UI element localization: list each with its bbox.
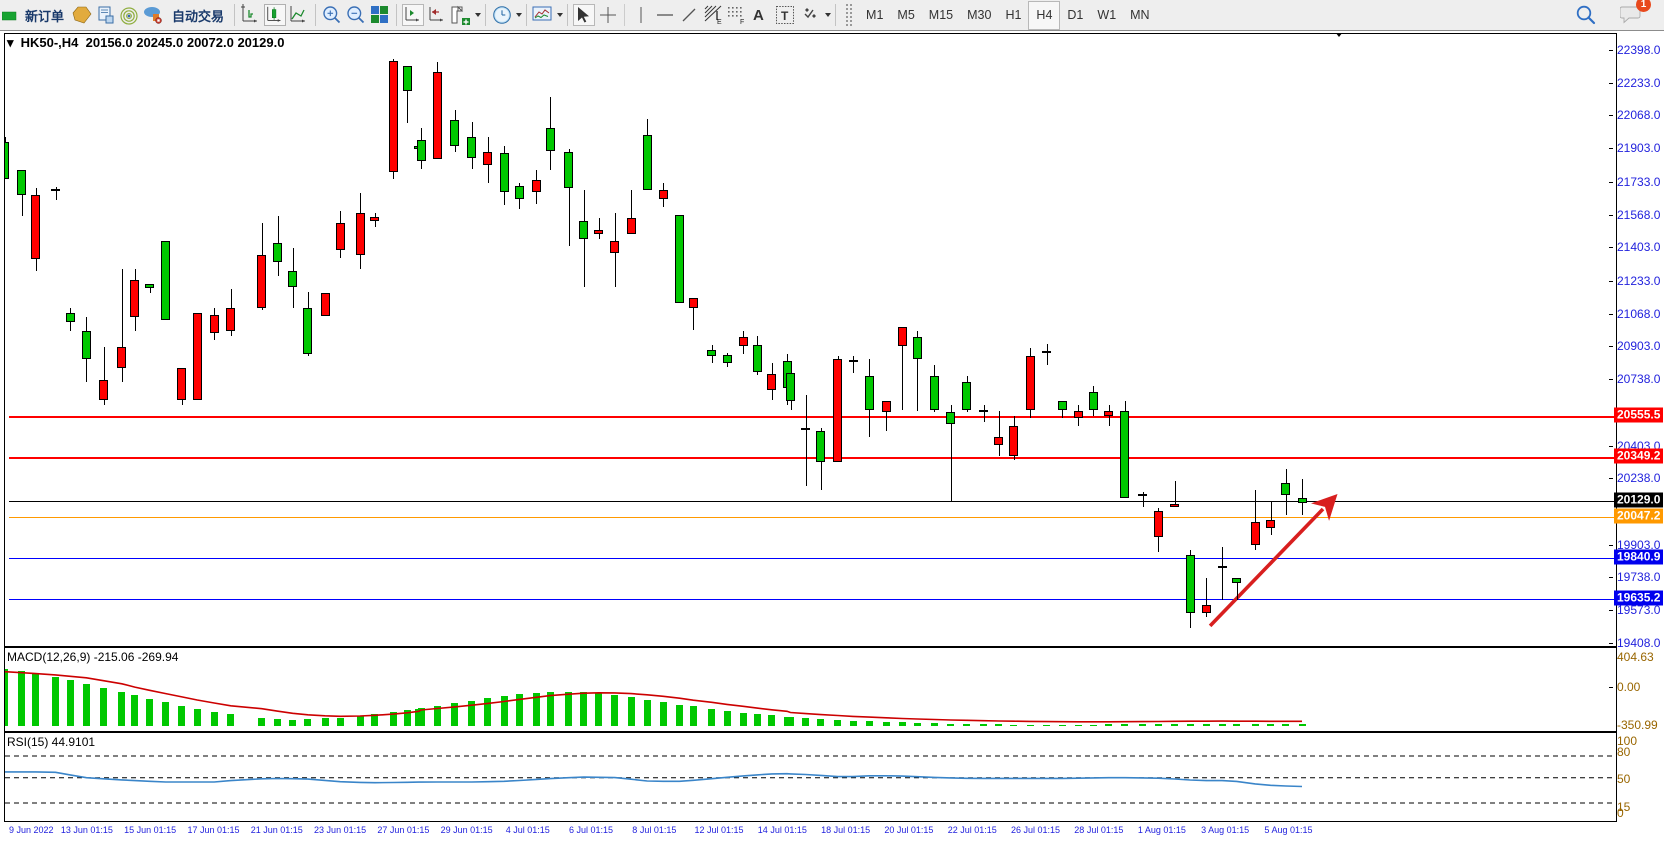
svg-text:T: T xyxy=(781,9,789,23)
svg-text:A: A xyxy=(753,7,764,24)
svg-text:E: E xyxy=(717,19,722,25)
svg-text:F: F xyxy=(740,19,744,25)
